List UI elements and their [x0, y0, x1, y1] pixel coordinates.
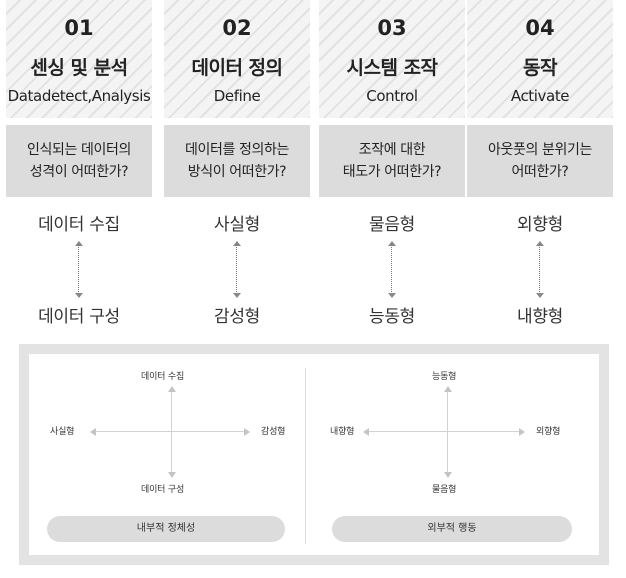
step-number: 04: [525, 16, 555, 40]
term-top: 물음형: [368, 215, 416, 235]
diagram-divider: [305, 368, 306, 544]
arrow-down-icon: [75, 293, 83, 298]
question-line: 아웃풋의 분위기는: [488, 142, 592, 158]
question-line: 방식이 어떠한가?: [187, 164, 287, 180]
question-line: 데이터를 정의하는: [185, 142, 289, 158]
horizontal-axis: [368, 431, 520, 432]
axis-label-top: 데이터 수집: [141, 372, 185, 382]
column-header: 03 시스템 조작 Control: [319, 0, 465, 118]
step-subtitle: Define: [213, 87, 261, 105]
arrow-up-icon: [233, 241, 241, 246]
caption-pill: 외부적 행동: [332, 516, 572, 542]
caption-pill: 내부적 정체성: [47, 516, 285, 542]
axis-label-bottom: 물음형: [432, 485, 457, 495]
term-bottom: 능동형: [368, 307, 416, 327]
step-number: 02: [222, 16, 252, 40]
axis-label-right: 감성형: [261, 427, 286, 437]
arrow-right-icon: [519, 428, 525, 436]
term-top: 외향형: [516, 215, 564, 235]
axis-label-bottom: 데이터 구성: [141, 485, 185, 495]
dotted-connector: [391, 244, 392, 296]
term-bottom: 데이터 구성: [38, 307, 120, 327]
arrow-down-icon: [444, 472, 452, 478]
arrow-down-icon: [233, 293, 241, 298]
arrow-down-icon: [536, 293, 544, 298]
term-top: 사실형: [213, 215, 261, 235]
external-behavior-diagram: 능동형 물음형 내향형 외향형 외부적 행동: [306, 354, 599, 555]
step-number: 01: [64, 16, 94, 40]
question-box: 조작에 대한 태도가 어떠한가?: [319, 125, 465, 197]
step-subtitle: Activate: [510, 87, 570, 105]
arrow-right-icon: [244, 428, 250, 436]
column-sensing: 01 센싱 및 분석 Datadetect,Analysis 인식되는 데이터의…: [6, 0, 152, 327]
internal-identity-diagram: 데이터 수집 데이터 구성 사실형 감성형 내부적 정체성: [29, 354, 305, 555]
column-header: 01 센싱 및 분석 Datadetect,Analysis: [6, 0, 152, 118]
step-subtitle: Datadetect,Analysis: [7, 87, 151, 105]
arrow-up-icon: [75, 241, 83, 246]
question-line: 성격이 어떠한가?: [29, 164, 129, 180]
arrow-left-icon: [363, 428, 369, 436]
quadrant-panel: 데이터 수집 데이터 구성 사실형 감성형 내부적 정체성 능동형 물음형 내향…: [19, 344, 609, 565]
question-line: 어떠한가?: [511, 164, 569, 180]
arrow-up-icon: [536, 241, 544, 246]
dotted-connector: [78, 244, 79, 296]
axis-label-right: 외향형: [536, 427, 561, 437]
question-line: 인식되는 데이터의: [27, 142, 131, 158]
arrow-down-icon: [168, 472, 176, 478]
step-title: 센싱 및 분석: [30, 57, 128, 79]
question-box: 데이터를 정의하는 방식이 어떠한가?: [164, 125, 310, 197]
term-top: 데이터 수집: [38, 215, 120, 235]
term-bottom: 내향형: [516, 307, 564, 327]
column-define: 02 데이터 정의 Define 데이터를 정의하는 방식이 어떠한가? 사실형…: [164, 0, 310, 327]
column-control: 03 시스템 조작 Control 조작에 대한 태도가 어떠한가? 물음형 능…: [319, 0, 465, 327]
vertical-axis: [447, 391, 448, 473]
dotted-connector: [539, 244, 540, 296]
step-subtitle: Control: [366, 87, 418, 105]
question-box: 인식되는 데이터의 성격이 어떠한가?: [6, 125, 152, 197]
step-number: 03: [377, 16, 407, 40]
axis-label-top: 능동형: [432, 372, 457, 382]
axis-label-left: 사실형: [50, 427, 75, 437]
question-line: 조작에 대한: [358, 142, 426, 158]
vertical-axis: [171, 391, 172, 473]
arrow-up-icon: [388, 241, 396, 246]
arrow-left-icon: [90, 428, 96, 436]
step-title: 시스템 조작: [346, 57, 438, 79]
quadrant-panel-inner: 데이터 수집 데이터 구성 사실형 감성형 내부적 정체성 능동형 물음형 내향…: [29, 354, 599, 555]
horizontal-axis: [95, 431, 245, 432]
column-header: 04 동작 Activate: [467, 0, 613, 118]
arrow-down-icon: [388, 293, 396, 298]
term-bottom: 감성형: [213, 307, 261, 327]
question-line: 태도가 어떠한가?: [342, 164, 442, 180]
step-title: 동작: [523, 57, 557, 79]
arrow-up-icon: [444, 386, 452, 392]
dotted-connector: [236, 244, 237, 296]
axis-label-left: 내향형: [330, 427, 355, 437]
question-box: 아웃풋의 분위기는 어떠한가?: [467, 125, 613, 197]
column-activate: 04 동작 Activate 아웃풋의 분위기는 어떠한가? 외향형 내향형: [467, 0, 613, 327]
column-header: 02 데이터 정의 Define: [164, 0, 310, 118]
arrow-up-icon: [168, 386, 176, 392]
step-title: 데이터 정의: [191, 57, 283, 79]
